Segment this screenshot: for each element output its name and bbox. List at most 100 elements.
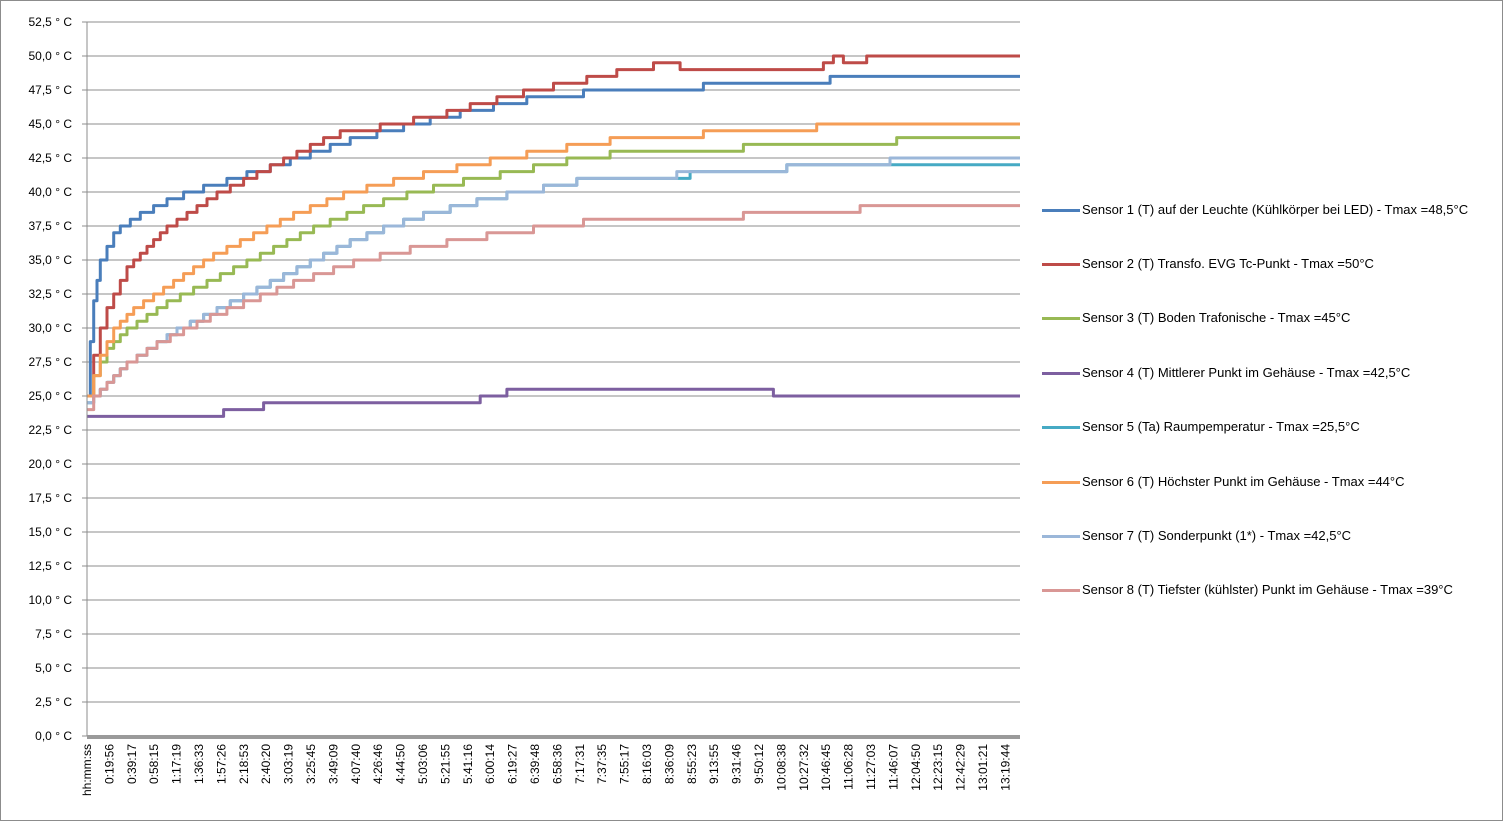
y-tick-label: 27,5 ° C — [29, 355, 73, 369]
y-tick-label: 2,5 ° C — [35, 695, 72, 709]
legend-swatch — [1042, 535, 1080, 538]
y-tick-label: 50,0 ° C — [29, 49, 73, 63]
legend-label: Sensor 8 (T) Tiefster (kühlster) Punkt i… — [1082, 582, 1453, 597]
series-line-4 — [87, 387, 1020, 418]
x-tick-label: 9:50:12 — [752, 744, 766, 784]
x-tick-label: 1:36:33 — [192, 744, 206, 784]
legend-swatch — [1042, 481, 1080, 484]
x-tick-label: 11:27:03 — [864, 744, 878, 790]
legend-label: Sensor 7 (T) Sonderpunkt (1*) - Tmax =42… — [1082, 528, 1352, 543]
x-tick-label: 4:07:40 — [349, 744, 363, 784]
legend-label: Sensor 5 (Ta) Raumpemperatur - Tmax =25,… — [1082, 419, 1360, 434]
axes — [82, 21, 1020, 739]
x-tick-label: 3:25:45 — [304, 744, 318, 784]
x-tick-label: 11:46:07 — [886, 744, 900, 790]
y-tick-label: 40,0 ° C — [29, 185, 73, 199]
legend-item: Sensor 7 (T) Sonderpunkt (1*) - Tmax =42… — [1042, 527, 1497, 544]
legend-item: Sensor 2 (T) Transfo. EVG Tc-Punkt - Tma… — [1042, 255, 1497, 272]
legend-item: Sensor 1 (T) auf der Leuchte (Kühlkörper… — [1042, 201, 1497, 218]
x-tick-label: 5:21:55 — [438, 744, 452, 784]
y-tick-label: 47,5 ° C — [29, 83, 73, 97]
y-tick-label: 5,0 ° C — [35, 661, 72, 675]
x-tick-label: 3:49:09 — [326, 744, 340, 784]
x-tick-label: 5:03:06 — [416, 744, 430, 784]
series-line-5 — [87, 163, 1020, 405]
legend-swatch — [1042, 263, 1080, 266]
x-tick-label: 12:04:50 — [909, 744, 923, 791]
x-tick-label: 9:31:46 — [730, 744, 744, 784]
x-tick-label: 0:58:15 — [147, 744, 161, 784]
y-tick-label: 0,0 ° C — [35, 729, 72, 743]
y-tick-label: 30,0 ° C — [29, 321, 73, 335]
y-tick-label: 7,5 ° C — [35, 627, 72, 641]
y-tick-label: 42,5 ° C — [29, 151, 73, 165]
x-tick-label: 6:19:27 — [506, 744, 520, 784]
legend-item: Sensor 5 (Ta) Raumpemperatur - Tmax =25,… — [1042, 418, 1497, 435]
legend-label: Sensor 2 (T) Transfo. EVG Tc-Punkt - Tma… — [1082, 256, 1374, 271]
series-line-7 — [87, 156, 1020, 405]
legend-label: Sensor 6 (T) Höchster Punkt im Gehäuse -… — [1082, 474, 1405, 489]
x-tick-label: 8:16:03 — [640, 744, 654, 784]
x-tick-label: 7:17:31 — [573, 744, 587, 784]
x-tick-labels: hh:mm:ss 0:19:56 0:39:17 0:58:15 1:17:19 1:36… — [80, 744, 1012, 796]
x-tick-label: 6:58:36 — [550, 744, 564, 784]
y-tick-label: 15,0 ° C — [29, 525, 73, 539]
x-tick-label: 6:39:48 — [528, 744, 542, 784]
x-axis — [87, 735, 1020, 739]
x-tick-label: 0:39:17 — [125, 744, 139, 784]
x-tick-label: 8:36:09 — [662, 744, 676, 784]
y-tick-label: 20,0 ° C — [29, 457, 73, 471]
x-tick-label: 12:42:29 — [954, 744, 968, 791]
y-tick-label: 52,5 ° C — [29, 15, 73, 29]
y-tick-labels: 0,0 ° C 2,5 ° C 5,0 ° C 7,5 ° C 10,0 ° C 12,5… — [29, 15, 73, 743]
x-tick-label: 7:55:17 — [618, 744, 632, 784]
x-tick-label: 1:57:26 — [214, 744, 228, 784]
x-tick-label: 12:23:15 — [931, 744, 945, 791]
x-tick-label: 1:17:19 — [170, 744, 184, 784]
x-tick-label: 2:18:53 — [237, 744, 251, 784]
x-tick-label: hh:mm:ss — [80, 744, 94, 796]
series-line-2 — [87, 54, 1020, 398]
legend-swatch — [1042, 426, 1080, 429]
y-tick-label: 35,0 ° C — [29, 253, 73, 267]
legend-swatch — [1042, 589, 1080, 592]
y-tick-label: 37,5 ° C — [29, 219, 73, 233]
x-tick-label: 9:13:55 — [707, 744, 721, 784]
x-tick-label: 4:44:50 — [394, 744, 408, 784]
y-tick-label: 32,5 ° C — [29, 287, 73, 301]
x-tick-label: 10:27:32 — [797, 744, 811, 791]
series-lines — [87, 54, 1020, 418]
y-tick-label: 12,5 ° C — [29, 559, 73, 573]
y-tick-label: 22,5 ° C — [29, 423, 73, 437]
series-line-8 — [87, 204, 1020, 412]
y-tick-label: 25,0 ° C — [29, 389, 73, 403]
x-tick-label: 6:00:14 — [483, 744, 497, 784]
legend-item: Sensor 4 (T) Mittlerer Punkt im Gehäuse … — [1042, 364, 1497, 381]
x-tick-label: 10:46:45 — [819, 744, 833, 791]
x-tick-label: 11:06:28 — [842, 744, 856, 790]
x-tick-label: 10:08:38 — [774, 744, 788, 791]
y-tick-label: 45,0 ° C — [29, 117, 73, 131]
series-line-3 — [87, 136, 1020, 398]
x-tick-label: 5:41:16 — [461, 744, 475, 784]
legend-item: Sensor 3 (T) Boden Trafonische - Tmax =4… — [1042, 309, 1497, 326]
x-tick-label: 7:37:35 — [595, 744, 609, 784]
x-tick-label: 4:26:46 — [371, 744, 385, 784]
gridlines — [87, 21, 1020, 703]
legend-item: Sensor 8 (T) Tiefster (kühlster) Punkt i… — [1042, 581, 1497, 598]
legend-label: Sensor 4 (T) Mittlerer Punkt im Gehäuse … — [1082, 365, 1411, 380]
legend-swatch — [1042, 317, 1080, 320]
legend-swatch — [1042, 209, 1080, 212]
legend-label: Sensor 3 (T) Boden Trafonische - Tmax =4… — [1082, 310, 1351, 325]
y-tick-label: 17,5 ° C — [29, 491, 73, 505]
series-line-6 — [87, 122, 1020, 398]
legend-swatch — [1042, 372, 1080, 375]
x-tick-label: 13:19:44 — [998, 744, 1012, 791]
x-tick-label: 2:40:20 — [259, 744, 273, 784]
legend-item: Sensor 6 (T) Höchster Punkt im Gehäuse -… — [1042, 473, 1497, 490]
x-tick-label: 0:19:56 — [102, 744, 116, 784]
x-tick-label: 8:55:23 — [685, 744, 699, 784]
x-tick-label: 13:01:21 — [976, 744, 990, 791]
